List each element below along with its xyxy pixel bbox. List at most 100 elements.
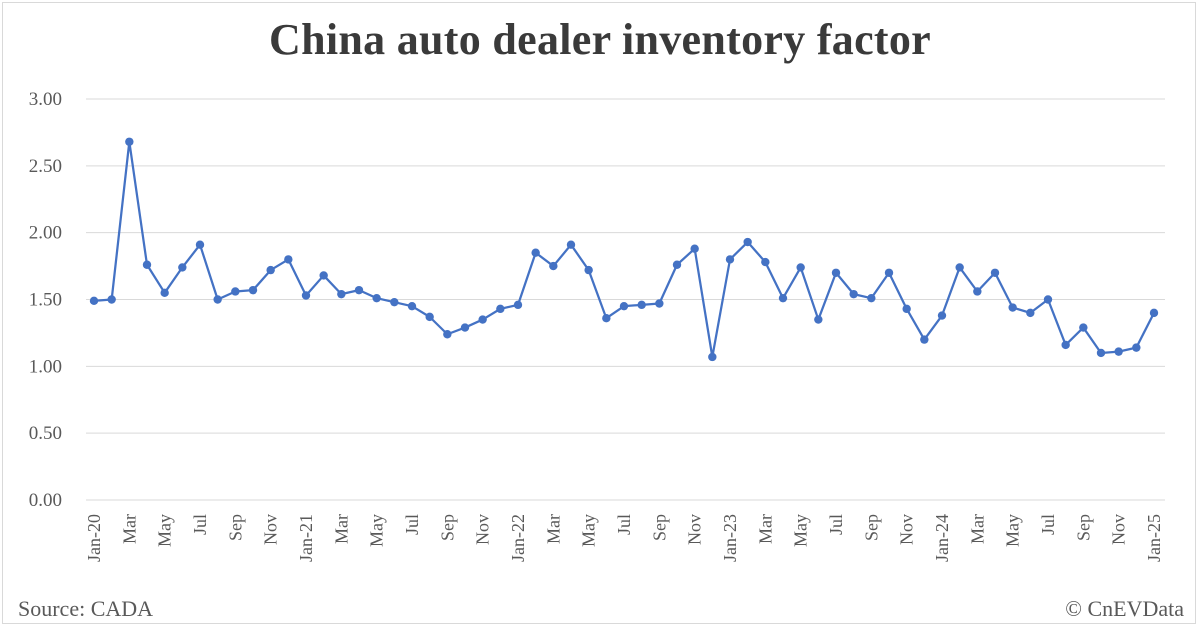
data-point: [831, 268, 841, 277]
data-point: [478, 315, 487, 324]
data-point: [1008, 303, 1017, 312]
x-tick-label: Mar: [331, 514, 351, 544]
x-tick-label: May: [579, 514, 599, 547]
x-tick-label: Jul: [190, 514, 210, 535]
data-point: [160, 288, 169, 298]
x-tick-label: Sep: [225, 514, 245, 541]
data-point: [955, 263, 964, 272]
x-tick-label: Mar: [967, 514, 987, 544]
data-point: [814, 315, 823, 324]
y-tick-label: 3.00: [29, 89, 62, 110]
data-point: [743, 237, 752, 247]
data-point: [619, 301, 629, 311]
data-point: [990, 268, 1000, 277]
data-point: [372, 293, 381, 303]
data-point: [849, 289, 858, 299]
data-point: [920, 335, 929, 344]
data-point: [425, 312, 434, 322]
x-tick-label: Nov: [685, 514, 705, 545]
x-tick-label: Sep: [1073, 514, 1093, 541]
x-tick-label: Nov: [897, 514, 917, 545]
series-line: [93, 140, 1156, 359]
y-tick-label: 2.50: [29, 156, 62, 177]
data-point: [248, 285, 258, 295]
data-series: [89, 137, 1159, 362]
data-point: [902, 304, 911, 314]
data-point: [319, 271, 328, 280]
data-point: [89, 296, 99, 306]
data-point: [761, 257, 770, 267]
x-tick-label: Jan-22: [508, 514, 528, 562]
data-point: [796, 263, 805, 272]
x-axis-ticks: Jan-20 Mar May Jul Sep Nov Jan-21 Mar May Jul Sep N…: [84, 514, 1164, 562]
data-point: [284, 255, 293, 264]
data-point: [602, 314, 611, 323]
y-tick-label: 1.50: [29, 290, 62, 311]
data-point: [937, 311, 947, 320]
x-tick-label: Mar: [119, 514, 139, 544]
data-point: [390, 297, 399, 307]
data-point: [690, 244, 699, 253]
x-tick-label: Jan-21: [296, 514, 316, 562]
data-point: [1132, 343, 1141, 352]
data-point: [107, 295, 116, 304]
data-point: [1026, 308, 1035, 318]
data-point: [266, 265, 275, 275]
x-tick-label: Mar: [543, 514, 563, 544]
data-point: [655, 299, 664, 308]
gridlines: [86, 98, 1165, 501]
data-point: [231, 287, 240, 296]
x-tick-label: May: [1003, 514, 1023, 547]
x-tick-label: Jan-25: [1144, 514, 1164, 562]
data-point: [496, 304, 505, 314]
data-point: [301, 291, 311, 300]
data-point: [460, 323, 470, 332]
data-point: [867, 293, 876, 303]
data-point: [584, 265, 593, 275]
x-tick-label: Sep: [649, 514, 669, 541]
data-point: [195, 240, 205, 249]
y-tick-label: 0.00: [29, 490, 62, 511]
y-tick-label: 2.00: [29, 223, 62, 244]
data-point: [708, 352, 717, 362]
x-tick-label: Nov: [261, 514, 281, 545]
x-tick-label: Sep: [861, 514, 881, 541]
data-point: [549, 261, 558, 271]
y-tick-label: 1.00: [29, 356, 62, 377]
data-point: [142, 260, 152, 269]
x-tick-label: Mar: [755, 514, 775, 544]
data-point: [1079, 323, 1088, 332]
x-tick-label: May: [791, 514, 811, 547]
x-tick-label: Sep: [437, 514, 457, 541]
data-point: [531, 248, 540, 257]
x-tick-label: Jul: [826, 514, 846, 535]
chart-title: China auto dealer inventory factor: [269, 15, 931, 64]
data-point: [337, 289, 346, 299]
data-point: [407, 301, 417, 311]
copyright-note: © CnEVData: [1065, 596, 1184, 621]
data-point: [566, 240, 576, 249]
data-point: [1149, 308, 1159, 318]
x-tick-label: Jan-24: [932, 514, 952, 562]
data-point: [1096, 348, 1106, 358]
data-point: [178, 263, 187, 272]
data-point: [1114, 347, 1123, 356]
data-point: [973, 287, 982, 296]
y-tick-label: 0.50: [29, 423, 62, 444]
y-axis-ticks: 0.00 0.50 1.00 1.50 2.00 2.50 3.00: [29, 89, 62, 511]
data-point: [884, 268, 894, 277]
x-tick-label: Jan-23: [720, 514, 740, 562]
x-tick-label: Jan-20: [84, 514, 104, 562]
x-tick-label: Jul: [1038, 514, 1058, 535]
data-point: [672, 260, 682, 269]
data-point: [354, 285, 364, 295]
x-tick-label: May: [367, 514, 387, 547]
x-tick-label: Jul: [614, 514, 634, 535]
x-tick-label: Jul: [402, 514, 422, 535]
data-point: [637, 300, 646, 310]
data-point: [1043, 295, 1053, 304]
source-note: Source: CADA: [18, 596, 154, 621]
data-point: [213, 295, 222, 304]
